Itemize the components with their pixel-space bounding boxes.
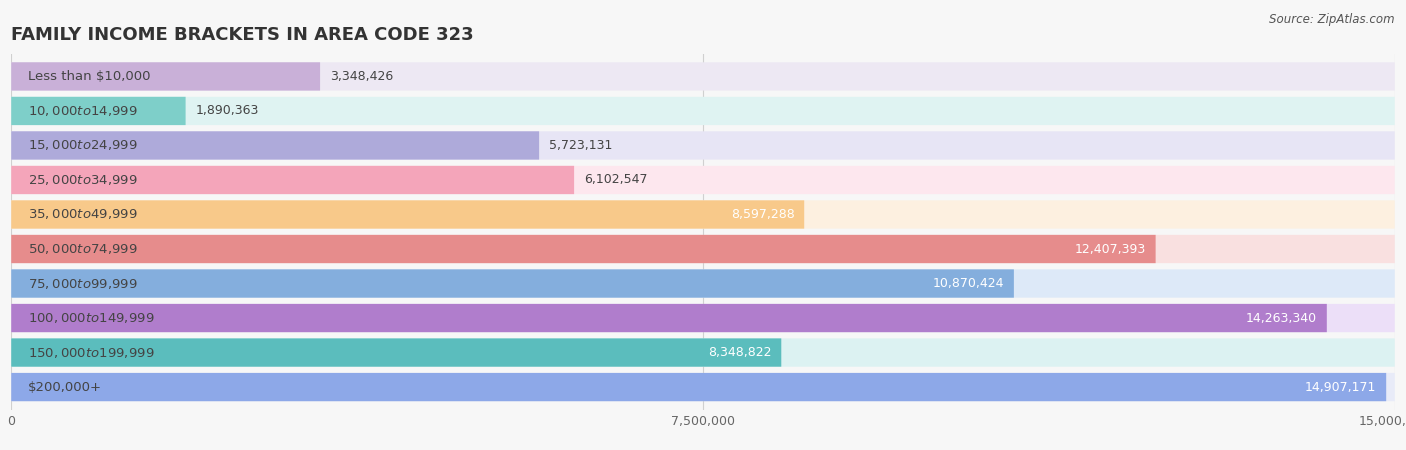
Text: 12,407,393: 12,407,393: [1074, 243, 1146, 256]
FancyBboxPatch shape: [11, 373, 1386, 401]
Text: $75,000 to $99,999: $75,000 to $99,999: [28, 276, 138, 291]
FancyBboxPatch shape: [11, 338, 782, 367]
Text: FAMILY INCOME BRACKETS IN AREA CODE 323: FAMILY INCOME BRACKETS IN AREA CODE 323: [11, 26, 474, 44]
Text: 14,907,171: 14,907,171: [1305, 381, 1376, 394]
FancyBboxPatch shape: [11, 270, 1014, 297]
FancyBboxPatch shape: [11, 373, 1395, 401]
Text: Source: ZipAtlas.com: Source: ZipAtlas.com: [1270, 14, 1395, 27]
FancyBboxPatch shape: [11, 304, 1395, 332]
Text: 1,890,363: 1,890,363: [195, 104, 259, 117]
Text: Less than $10,000: Less than $10,000: [28, 70, 150, 83]
FancyBboxPatch shape: [11, 131, 538, 160]
FancyBboxPatch shape: [11, 166, 1395, 194]
Text: 8,597,288: 8,597,288: [731, 208, 794, 221]
Text: $25,000 to $34,999: $25,000 to $34,999: [28, 173, 138, 187]
FancyBboxPatch shape: [11, 200, 1395, 229]
FancyBboxPatch shape: [11, 62, 1395, 90]
Text: $150,000 to $199,999: $150,000 to $199,999: [28, 346, 155, 360]
FancyBboxPatch shape: [11, 338, 1395, 367]
FancyBboxPatch shape: [11, 270, 1395, 297]
FancyBboxPatch shape: [11, 235, 1156, 263]
FancyBboxPatch shape: [11, 200, 804, 229]
Text: 14,263,340: 14,263,340: [1246, 311, 1317, 324]
Text: $10,000 to $14,999: $10,000 to $14,999: [28, 104, 138, 118]
FancyBboxPatch shape: [11, 304, 1327, 332]
FancyBboxPatch shape: [11, 131, 1395, 160]
Text: 5,723,131: 5,723,131: [548, 139, 612, 152]
Text: 3,348,426: 3,348,426: [330, 70, 394, 83]
Text: 10,870,424: 10,870,424: [932, 277, 1004, 290]
Text: $15,000 to $24,999: $15,000 to $24,999: [28, 139, 138, 153]
Text: $200,000+: $200,000+: [28, 381, 101, 394]
Text: $35,000 to $49,999: $35,000 to $49,999: [28, 207, 138, 221]
Text: 8,348,822: 8,348,822: [709, 346, 772, 359]
Text: $50,000 to $74,999: $50,000 to $74,999: [28, 242, 138, 256]
FancyBboxPatch shape: [11, 235, 1395, 263]
Text: 6,102,547: 6,102,547: [583, 174, 647, 186]
FancyBboxPatch shape: [11, 97, 186, 125]
FancyBboxPatch shape: [11, 97, 1395, 125]
Text: $100,000 to $149,999: $100,000 to $149,999: [28, 311, 155, 325]
FancyBboxPatch shape: [11, 166, 574, 194]
FancyBboxPatch shape: [11, 62, 321, 90]
